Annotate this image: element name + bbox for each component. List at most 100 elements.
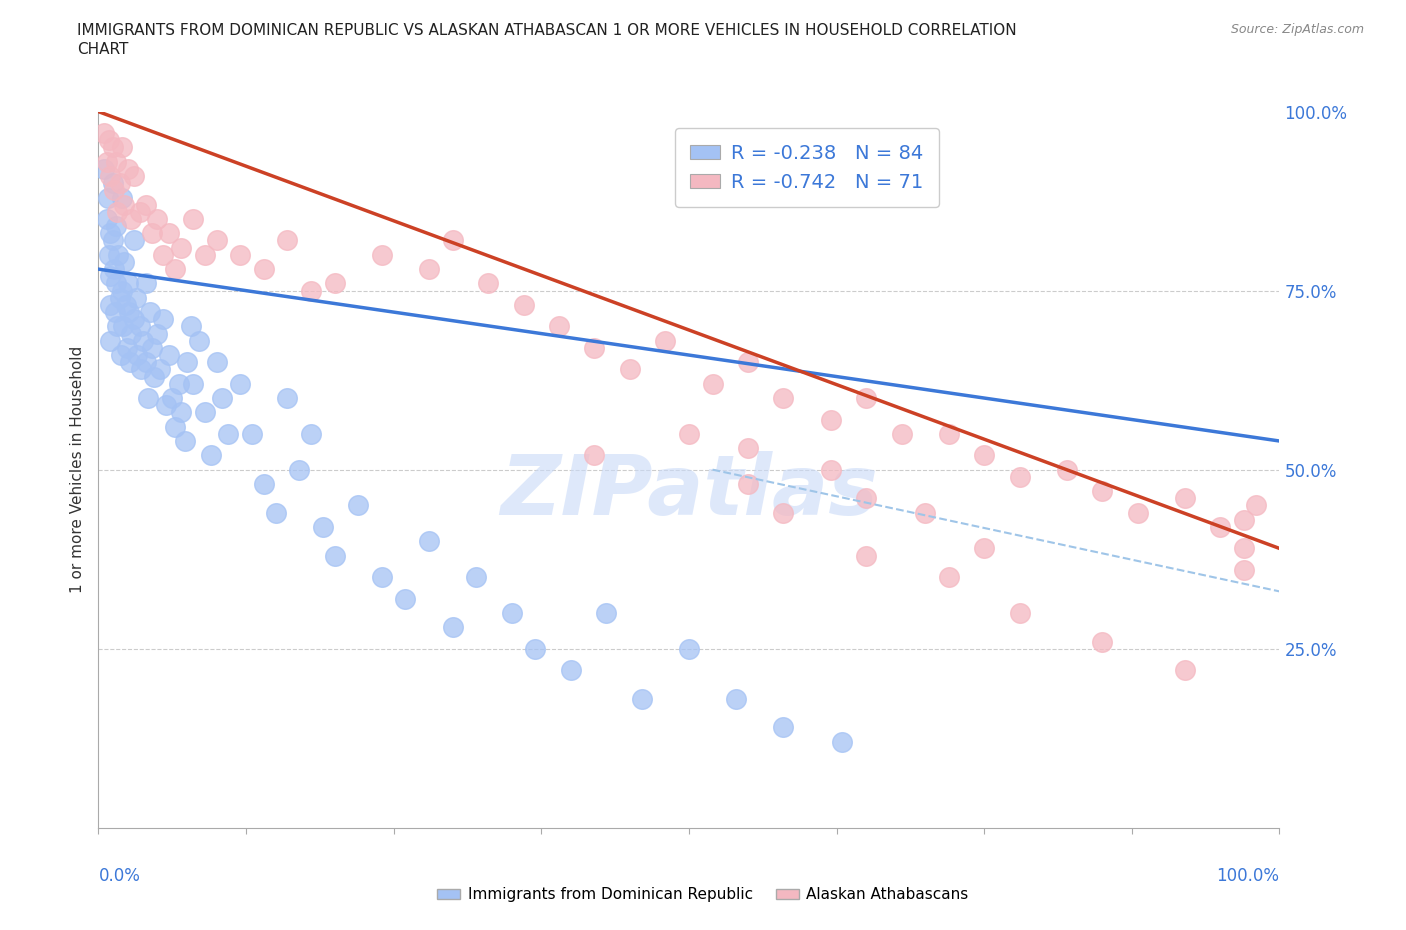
Point bbox=[122, 168, 145, 183]
Point bbox=[737, 476, 759, 491]
Point bbox=[120, 355, 142, 370]
Point bbox=[96, 212, 118, 227]
Point bbox=[152, 312, 174, 326]
Legend: R = -0.238   N = 84, R = -0.742   N = 71: R = -0.238 N = 84, R = -0.742 N = 71 bbox=[675, 128, 939, 207]
Point bbox=[105, 154, 128, 169]
Point bbox=[211, 391, 233, 405]
Point bbox=[127, 348, 149, 363]
Point bbox=[115, 340, 138, 355]
Point bbox=[1233, 512, 1256, 527]
Point bbox=[132, 333, 155, 348]
Point bbox=[101, 233, 124, 248]
Point bbox=[139, 305, 162, 320]
Point bbox=[477, 276, 499, 291]
Point bbox=[1008, 470, 1031, 485]
Point bbox=[111, 190, 134, 205]
Point bbox=[93, 126, 115, 140]
Point bbox=[170, 240, 193, 255]
Point bbox=[524, 642, 547, 657]
Point bbox=[312, 520, 335, 535]
Point bbox=[98, 226, 121, 241]
Point bbox=[323, 276, 346, 291]
Point bbox=[135, 276, 157, 291]
Point bbox=[288, 462, 311, 477]
Point bbox=[938, 569, 960, 585]
Point bbox=[253, 261, 276, 276]
Point bbox=[595, 605, 617, 620]
Point bbox=[1233, 563, 1256, 578]
Point bbox=[165, 261, 187, 276]
Point bbox=[1008, 605, 1031, 620]
Point bbox=[1174, 491, 1197, 506]
Point bbox=[101, 176, 124, 191]
Point bbox=[117, 162, 139, 177]
Point bbox=[548, 319, 571, 334]
Point bbox=[110, 348, 132, 363]
Point bbox=[142, 369, 165, 384]
Point bbox=[111, 284, 134, 299]
Point bbox=[157, 226, 180, 241]
Point bbox=[583, 448, 606, 463]
Point bbox=[205, 233, 228, 248]
Point bbox=[323, 548, 346, 563]
Point bbox=[1174, 663, 1197, 678]
Point bbox=[105, 219, 128, 233]
Y-axis label: 1 or more Vehicles in Household: 1 or more Vehicles in Household bbox=[69, 346, 84, 593]
Point bbox=[583, 340, 606, 355]
Point bbox=[737, 441, 759, 456]
Point bbox=[831, 735, 853, 750]
Point bbox=[187, 333, 209, 348]
Point bbox=[146, 212, 169, 227]
Point bbox=[98, 133, 121, 148]
Point bbox=[125, 290, 148, 305]
Point bbox=[135, 355, 157, 370]
Point bbox=[347, 498, 370, 513]
Point bbox=[121, 212, 143, 227]
Point bbox=[98, 247, 121, 262]
Point bbox=[772, 391, 794, 405]
Point bbox=[418, 534, 440, 549]
Point bbox=[160, 391, 183, 405]
Point bbox=[96, 154, 118, 169]
Point bbox=[167, 377, 190, 392]
Point bbox=[98, 298, 121, 312]
Point bbox=[418, 261, 440, 276]
Point bbox=[205, 355, 228, 370]
Point bbox=[93, 162, 115, 177]
Point bbox=[1091, 634, 1114, 649]
Point bbox=[155, 398, 177, 413]
Point bbox=[654, 333, 676, 348]
Point bbox=[165, 419, 187, 434]
Text: Source: ZipAtlas.com: Source: ZipAtlas.com bbox=[1230, 23, 1364, 36]
Point bbox=[176, 355, 198, 370]
Text: 0.0%: 0.0% bbox=[98, 867, 141, 885]
Point bbox=[181, 212, 204, 227]
Point bbox=[105, 319, 128, 334]
Point bbox=[121, 326, 143, 341]
Point bbox=[619, 362, 641, 377]
Point bbox=[194, 405, 217, 419]
Point bbox=[855, 548, 877, 563]
Point bbox=[128, 205, 150, 219]
Text: ZIPatlas: ZIPatlas bbox=[501, 451, 877, 532]
Point bbox=[772, 505, 794, 520]
Point bbox=[855, 491, 877, 506]
Point bbox=[101, 140, 124, 155]
Point bbox=[173, 433, 195, 448]
Point bbox=[253, 476, 276, 491]
Point bbox=[725, 691, 748, 706]
Point bbox=[772, 720, 794, 735]
Point bbox=[678, 426, 700, 441]
Point bbox=[465, 569, 488, 585]
Point bbox=[114, 298, 136, 312]
Point bbox=[1056, 462, 1078, 477]
Point bbox=[98, 168, 121, 183]
Point bbox=[122, 233, 145, 248]
Point bbox=[194, 247, 217, 262]
Point bbox=[108, 290, 131, 305]
Point bbox=[394, 591, 416, 606]
Point bbox=[441, 619, 464, 634]
Point bbox=[112, 255, 135, 270]
Point bbox=[441, 233, 464, 248]
Point bbox=[371, 247, 394, 262]
